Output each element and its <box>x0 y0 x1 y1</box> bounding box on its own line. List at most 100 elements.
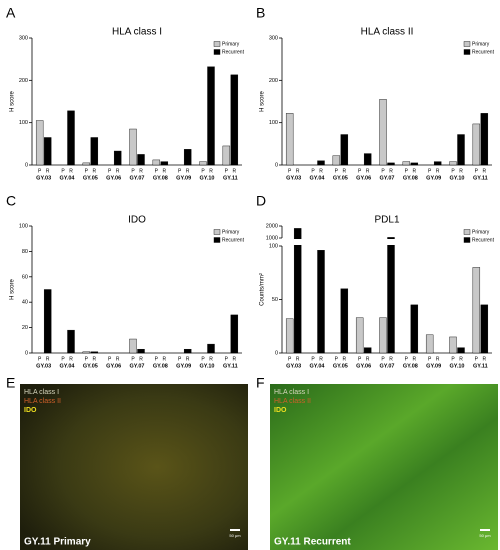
x-tick-label: GY.11 <box>473 363 488 369</box>
bar <box>285 318 294 354</box>
micrograph <box>20 384 248 550</box>
y-tick-label: 40 <box>22 300 28 306</box>
group-sublabel: R <box>483 356 487 362</box>
group-sublabel: P <box>381 168 385 174</box>
legend-swatch <box>463 41 471 47</box>
x-tick-label: GY.08 <box>153 175 168 181</box>
channel-label: IDO <box>24 407 37 414</box>
panel-letter: A <box>6 5 16 21</box>
group-sublabel: P <box>85 168 89 174</box>
group-sublabel: P <box>225 356 229 362</box>
x-tick-label: GY.11 <box>223 363 238 369</box>
bar <box>363 153 372 166</box>
group-sublabel: P <box>288 356 292 362</box>
x-tick-label: GY.03 <box>286 363 301 369</box>
legend-label: Recurrent <box>222 237 245 243</box>
bar <box>472 123 481 166</box>
legend-swatch <box>213 41 221 47</box>
bar <box>480 113 489 166</box>
group-sublabel: P <box>108 168 112 174</box>
x-tick-label: GY.06 <box>106 175 121 181</box>
x-tick-label: GY.08 <box>403 175 418 181</box>
bar <box>222 145 231 166</box>
legend-swatch <box>463 237 471 243</box>
y-tick-label: 60 <box>22 274 28 280</box>
bar <box>230 314 239 354</box>
group-sublabel: R <box>296 356 300 362</box>
legend-swatch <box>463 229 471 235</box>
bar <box>379 317 387 354</box>
chart-title: PDL1 <box>374 215 399 226</box>
y-tick-label: 80 <box>22 249 28 255</box>
x-tick-label: GY.07 <box>380 363 395 369</box>
group-sublabel: R <box>163 356 167 362</box>
y-tick-label: 2000 <box>266 223 278 229</box>
x-tick-label: GY.10 <box>450 175 465 181</box>
x-tick-label: GY.03 <box>36 175 51 181</box>
x-tick-label: GY.08 <box>153 363 168 369</box>
group-sublabel: P <box>38 356 42 362</box>
bar <box>317 160 325 166</box>
bar <box>129 128 137 166</box>
bar <box>199 161 207 166</box>
group-sublabel: P <box>428 356 432 362</box>
group-sublabel: P <box>358 168 362 174</box>
y-tick-label: 300 <box>19 35 28 41</box>
group-sublabel: P <box>225 168 229 174</box>
x-tick-label: GY.04 <box>310 363 326 369</box>
group-sublabel: P <box>178 356 182 362</box>
micrograph <box>270 384 498 550</box>
group-sublabel: R <box>186 168 190 174</box>
group-sublabel: R <box>93 356 97 362</box>
image-caption: GY.11 Recurrent <box>274 537 351 548</box>
group-sublabel: R <box>296 168 300 174</box>
legend-label: Recurrent <box>472 49 495 55</box>
panel-letter: D <box>256 193 266 209</box>
group-sublabel: R <box>116 168 120 174</box>
bar <box>82 162 91 166</box>
bar <box>90 351 99 354</box>
legend-swatch <box>213 229 221 235</box>
x-tick-label: GY.09 <box>176 175 191 181</box>
group-sublabel: P <box>451 356 455 362</box>
scale-bar <box>480 529 490 531</box>
group-sublabel: P <box>61 168 65 174</box>
y-tick-label: 0 <box>275 350 278 356</box>
bar <box>82 351 91 354</box>
legend-swatch <box>463 49 471 55</box>
x-tick-label: GY.04 <box>60 175 76 181</box>
group-sublabel: P <box>451 168 455 174</box>
bar <box>43 289 52 354</box>
bar <box>67 110 75 166</box>
legend-label: Recurrent <box>472 237 495 243</box>
bar <box>457 347 465 354</box>
group-sublabel: R <box>483 168 487 174</box>
x-tick-label: GY.05 <box>83 175 98 181</box>
y-tick-label: 50 <box>272 297 278 303</box>
scale-bar-label: 50 μm <box>229 533 241 538</box>
group-sublabel: P <box>85 356 89 362</box>
group-sublabel: P <box>155 168 159 174</box>
group-sublabel: P <box>108 356 112 362</box>
y-axis-label: H score <box>10 279 16 300</box>
bar <box>90 137 99 166</box>
y-tick-label: 100 <box>269 243 278 249</box>
group-sublabel: R <box>186 356 190 362</box>
legend-swatch <box>213 49 221 55</box>
bar <box>152 159 161 166</box>
group-sublabel: P <box>155 356 159 362</box>
bar <box>129 338 137 354</box>
x-tick-label: GY.06 <box>356 363 371 369</box>
legend-label: Primary <box>222 229 240 235</box>
group-sublabel: P <box>61 356 65 362</box>
group-sublabel: R <box>139 356 143 362</box>
bar <box>317 250 325 354</box>
bar <box>113 150 122 166</box>
bar <box>35 120 44 166</box>
group-sublabel: R <box>233 168 237 174</box>
bar <box>387 162 395 166</box>
bar <box>379 99 387 166</box>
group-sublabel: P <box>131 356 135 362</box>
chart-title: HLA class I <box>112 27 162 38</box>
